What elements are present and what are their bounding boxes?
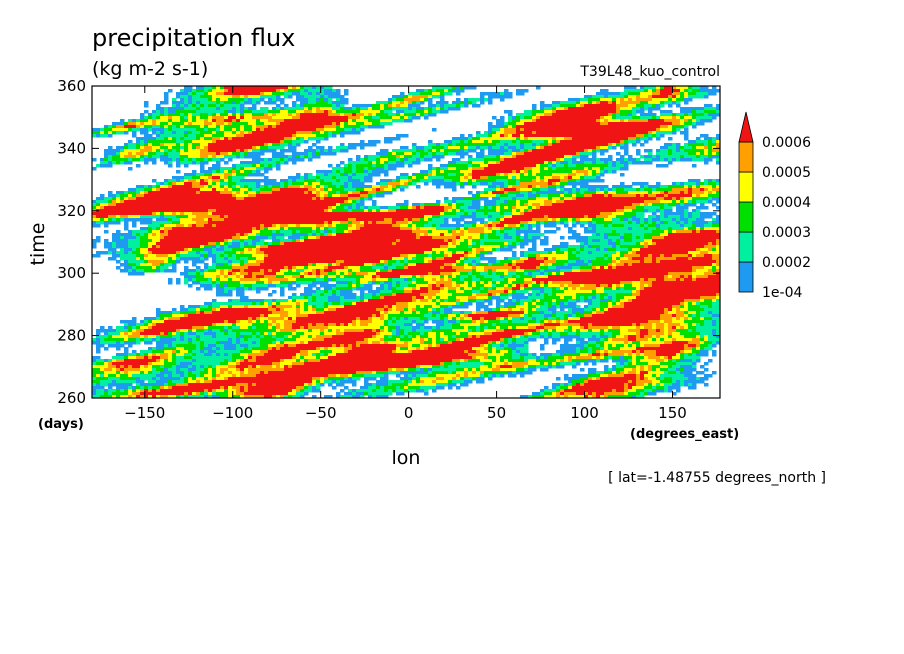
y-tick-label: 280 [57,327,86,345]
colorbar-label: 0.0004 [762,195,811,211]
colorbar-label: 0.0006 [762,135,811,151]
colorbar-segment [738,201,754,233]
colorbar-segment [738,231,754,263]
colorbar-label: 1e-04 [762,285,802,301]
colorbar-segment [738,261,754,293]
colorbar-label: 0.0003 [762,225,811,241]
x-tick-label: 50 [487,404,506,422]
colorbar-segment [738,171,754,203]
y-tick-label: 360 [57,77,86,95]
x-tick-label: −50 [305,404,337,422]
y-tick-label: 320 [57,202,86,220]
x-tick-label: 0 [404,404,414,422]
y-axis-units: (days) [38,417,84,432]
plot-frame [91,85,721,399]
y-axis-label: time [27,223,49,266]
chart-title: precipitation flux [92,24,295,52]
colorbar: 1e-04 0.0002 0.0003 0.0004 0.0005 0.0006 [738,111,811,301]
precipitation-field [92,86,720,398]
colorbar-label: 0.0005 [762,165,811,181]
y-tick-label: 300 [57,264,86,282]
x-tick-label: 100 [570,404,599,422]
y-tick-label: 260 [57,389,86,407]
colorbar-label: 0.0002 [762,255,811,271]
x-tick-label: −150 [124,404,165,422]
x-tick-label: 150 [658,404,687,422]
latitude-annotation: [ lat=-1.48755 degrees_north ] [608,470,826,486]
x-axis-units: (degrees_east) [630,427,739,442]
colorbar-segment [738,141,754,173]
y-axis-ticks: 260 280 300 320 340 360 [57,77,720,407]
y-tick-label: 340 [57,139,86,157]
x-axis-ticks: −150 −100 −50 0 50 100 150 [124,86,687,422]
colorbar-extend-arrow [738,111,754,143]
x-tick-label: −100 [212,404,253,422]
x-axis-label: lon [392,447,421,469]
chart-units: (kg m-2 s-1) [92,58,208,80]
run-label: T39L48_kuo_control [579,64,720,80]
